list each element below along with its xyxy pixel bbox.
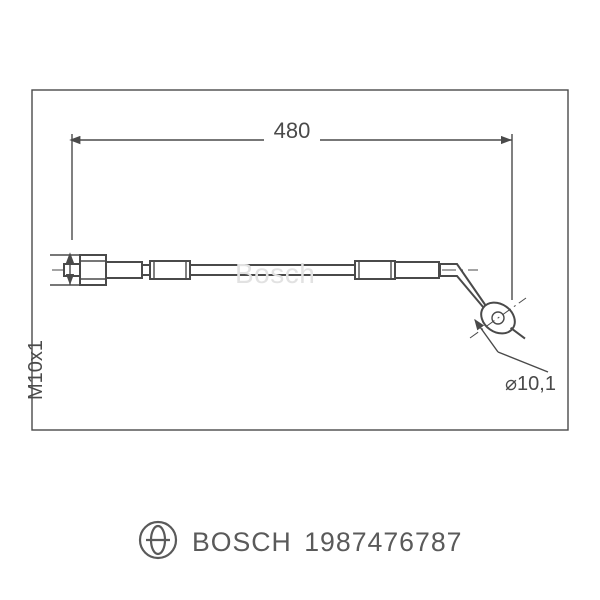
part-number: 1987476787 — [304, 527, 462, 558]
watermark: Bosch — [235, 258, 315, 290]
svg-text:M10x1: M10x1 — [25, 340, 47, 400]
svg-text:⌀10,1: ⌀10,1 — [505, 373, 556, 395]
svg-text:480: 480 — [274, 118, 311, 143]
brand-name: BOSCH — [192, 527, 292, 558]
brand-row: BOSCH 1987476787 — [0, 520, 600, 565]
bosch-logo-icon — [138, 520, 178, 565]
